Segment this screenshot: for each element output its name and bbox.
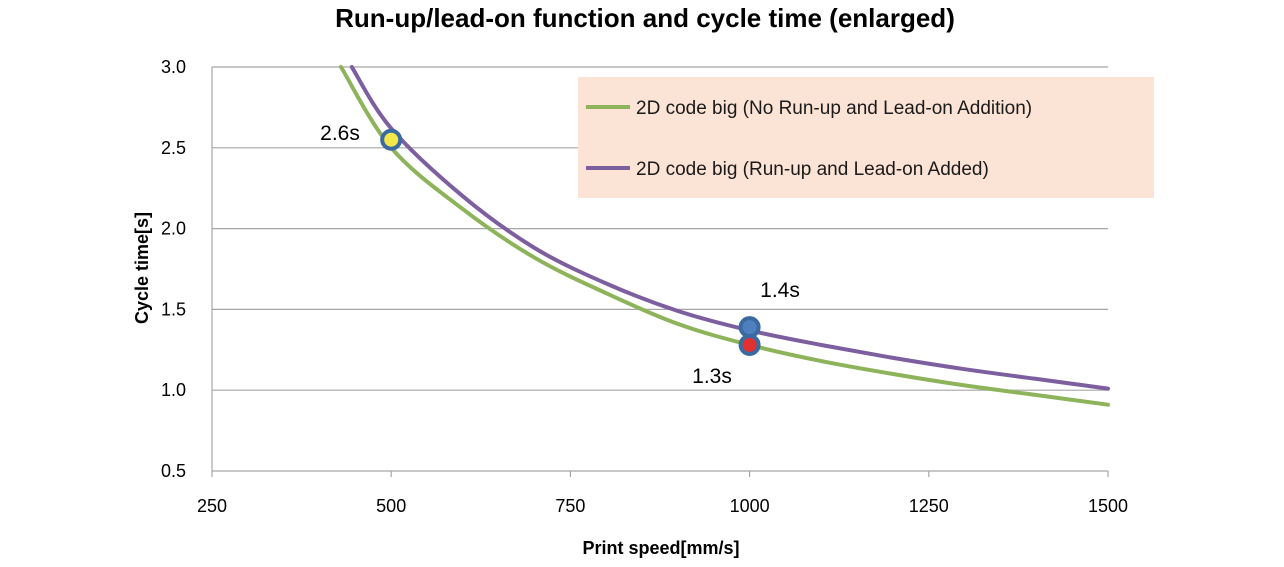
x-tick-label: 500 (376, 496, 406, 516)
annotation-1-4s: 1.4s (760, 279, 800, 302)
x-tick-label: 1500 (1088, 496, 1128, 516)
y-tick-label: 1.5 (161, 299, 186, 319)
y-tick-label: 0.5 (161, 461, 186, 481)
legend-label-added: 2D code big (Run-up and Lead-on Added) (636, 159, 989, 180)
x-tick-label: 1000 (730, 496, 770, 516)
y-axis-title: Cycle time[s] (132, 212, 152, 324)
chart-title: Run-up/lead-on function and cycle time (… (335, 3, 955, 33)
marker-point-1000-added (738, 316, 761, 339)
x-tick-label: 1250 (909, 496, 949, 516)
highlight-markers (380, 128, 761, 356)
y-tick-label: 2.0 (161, 219, 186, 239)
y-tick-label: 1.0 (161, 380, 186, 400)
y-tick-label: 2.5 (161, 138, 186, 158)
x-axis-title: Print speed[mm/s] (582, 538, 739, 558)
series-line-no-addition (339, 65, 1110, 407)
legend-label-no-addition: 2D code big (No Run-up and Lead-on Addit… (636, 98, 1032, 119)
series-line-added (349, 65, 1110, 391)
y-axis-ticks: 0.5 1.0 1.5 2.0 2.5 3.0 (161, 57, 186, 481)
marker-point-1000-none (738, 333, 761, 356)
y-tick-label: 3.0 (161, 57, 186, 77)
annotation-1-3s: 1.3s (692, 365, 732, 388)
marker-point-500 (380, 128, 403, 151)
x-tick-label: 750 (555, 496, 585, 516)
x-axis-ticks: 250 500 750 1000 1250 1500 (197, 471, 1128, 516)
legend-box (578, 77, 1154, 198)
x-tick-label: 250 (197, 496, 227, 516)
annotation-2-6s: 2.6s (320, 122, 360, 145)
legend: 2D code big (No Run-up and Lead-on Addit… (578, 77, 1154, 198)
series-lines (339, 65, 1110, 407)
